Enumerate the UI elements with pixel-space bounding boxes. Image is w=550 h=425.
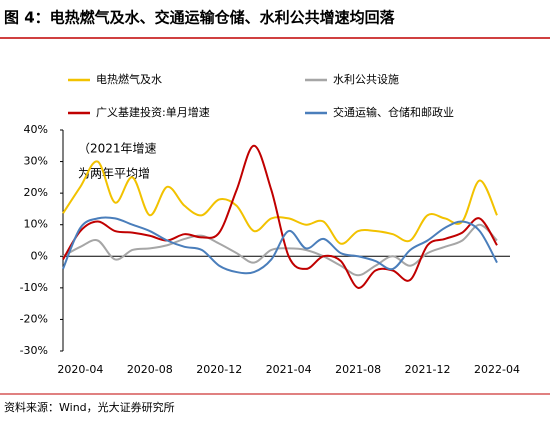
y-tick-label: -20% <box>20 312 48 325</box>
y-tick-label: 10% <box>24 218 48 231</box>
legend-label: 广义基建投资:单月增速 <box>96 105 210 119</box>
series-line <box>62 223 498 277</box>
y-tick-label: 0% <box>31 249 48 262</box>
x-tick-label: 2021-12 <box>405 363 451 376</box>
series-line <box>62 216 498 275</box>
source: 资料来源：Wind，光大证券研究所 <box>4 400 175 414</box>
x-tick-label: 2020-12 <box>196 363 242 376</box>
y-tick-label: -10% <box>20 281 48 294</box>
series-line <box>62 144 498 289</box>
y-tick-label: -30% <box>20 344 48 357</box>
x-tick-label: 2022-04 <box>474 363 520 376</box>
y-tick-label: 30% <box>24 155 48 168</box>
legend-label: 交通运输、仓储和邮政业 <box>333 105 454 119</box>
x-tick-label: 2020-08 <box>127 363 173 376</box>
legend-label: 水利公共设施 <box>333 73 399 86</box>
x-tick-label: 2021-08 <box>335 363 381 376</box>
chart-title: 图 4：电热燃气及水、交通运输仓储、水利公共增速均回落 <box>4 9 396 27</box>
annotation: （2021年增速 <box>78 142 157 156</box>
series-line <box>62 160 498 245</box>
y-tick-label: 20% <box>24 186 48 199</box>
x-tick-label: 2021-04 <box>266 363 312 376</box>
y-tick-label: 40% <box>24 123 48 136</box>
x-tick-label: 2020-04 <box>57 363 103 376</box>
legend-label: 电热燃气及水 <box>96 72 162 86</box>
